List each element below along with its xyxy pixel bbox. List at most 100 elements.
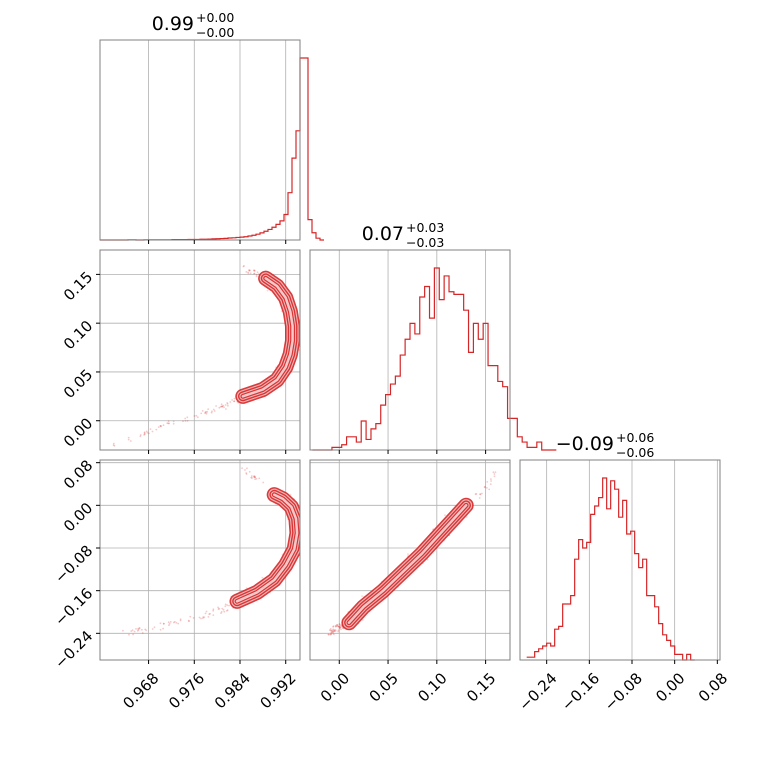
pair-2-point [426, 558, 429, 561]
pair-0-point [167, 420, 170, 423]
pair-2-point [333, 628, 336, 631]
pair-0-point [242, 265, 245, 268]
pair-2-point [340, 628, 342, 631]
pair-1-point [204, 612, 207, 615]
pair-1-point [301, 541, 303, 543]
pair-2-point [336, 624, 338, 626]
pair-2-point [481, 492, 483, 495]
pair-1-point [226, 604, 229, 606]
hist-1-title-minus: −0.03 [406, 235, 444, 250]
hist-0-title: 0.99 +0.00−0.00 [152, 10, 235, 40]
pair-0-point [162, 424, 165, 427]
pair-1-point [205, 610, 208, 613]
pair-2-point [330, 633, 333, 635]
pair-0-point [221, 405, 224, 408]
pair-1-point [228, 604, 230, 607]
pair-2-point [329, 629, 332, 632]
pair-1-point [172, 621, 175, 624]
pair-0-point [243, 265, 245, 267]
pair-1-point [220, 611, 223, 613]
xtick-label-0-3: 0.992 [257, 669, 300, 712]
pair-0-point [201, 410, 204, 412]
xtick-label-1-0: 0.00 [317, 669, 353, 705]
pair-2-frame [309, 459, 511, 661]
pair-1-point [261, 576, 264, 579]
pair-2-point [465, 516, 468, 518]
pair-0-point [204, 412, 207, 415]
pair-0-frame [99, 249, 301, 451]
pair-2-point [337, 630, 339, 633]
pair-1-scatter [122, 467, 303, 636]
pair-0-point [184, 420, 187, 422]
pair-1-ytick-label-1: −0.16 [51, 584, 96, 629]
pair-0-point [213, 410, 216, 412]
pair-1-point [258, 477, 261, 480]
pair-1-point [168, 624, 170, 627]
pair-0-point [227, 404, 229, 407]
pair-2-point [330, 631, 333, 634]
pair-1-point [153, 626, 156, 629]
pair-0-point [253, 269, 256, 272]
pair-1-point [162, 622, 165, 625]
pair-1-contour-2-fill [235, 493, 299, 603]
hist-1-frame [309, 249, 511, 451]
pair-0-point [247, 271, 249, 274]
pair-0-point [248, 269, 250, 272]
pair-1-point [254, 478, 256, 480]
pair-1-frame [99, 459, 301, 661]
pair-1-point [301, 531, 303, 533]
pair-0-point [220, 403, 223, 406]
hist-0 [100, 57, 324, 241]
pair-0-point [223, 406, 225, 409]
pair-1-point [137, 628, 140, 631]
pair-0-point [200, 412, 203, 415]
pair-2-point [332, 630, 335, 633]
pair-2-point [331, 629, 334, 632]
xtick-label-1-1: 0.05 [366, 669, 402, 705]
pair-0-point [233, 400, 235, 403]
pair-1-point [250, 475, 253, 477]
pair-2-point [407, 553, 409, 555]
pair-2-point [337, 625, 340, 628]
pair-1-point [253, 476, 256, 478]
pair-2-point [332, 632, 335, 634]
hist-0-title-plus: +0.00 [196, 10, 234, 25]
pair-1-point [189, 615, 192, 618]
pair-2-point [493, 475, 496, 478]
pair-1-point [144, 628, 147, 631]
pair-1-point [207, 616, 210, 618]
pair-2-point [329, 628, 332, 630]
pair-0-point [210, 411, 213, 414]
pair-0-point [166, 422, 169, 424]
pair-0-point [229, 401, 232, 403]
pair-1-point [141, 632, 144, 634]
pair-1-point [131, 629, 134, 631]
xtick-label-0-2: 0.984 [211, 669, 254, 712]
pair-0-ytick-label-2: 0.10 [60, 317, 96, 353]
pair-1-point [137, 627, 140, 630]
hist-0-title-value: 0.99 [152, 13, 194, 35]
pair-1-point [135, 628, 137, 630]
pair-2-point [493, 473, 496, 475]
pair-1-ytick-label-3: 0.00 [60, 499, 96, 535]
pair-1-point [254, 476, 257, 478]
pair-0-point [196, 416, 199, 419]
pair-2-point [329, 633, 332, 636]
pair-2-point [479, 493, 482, 496]
hist-2-steps [526, 477, 695, 661]
pair-2-point [479, 493, 482, 495]
pair-0-point [155, 428, 158, 431]
pair-2-point [478, 497, 481, 499]
pair-1-point [220, 612, 222, 614]
pair-0-point [219, 406, 222, 408]
hist-2-title-minus: −0.06 [616, 445, 654, 460]
xtick-label-0-1: 0.976 [165, 669, 208, 712]
xtick-label-1-2: 0.10 [414, 669, 450, 705]
pair-0-point [127, 436, 130, 439]
pair-2-point [327, 633, 330, 636]
pair-0-point [256, 271, 259, 274]
pair-1-point [133, 630, 136, 633]
pair-1-point [218, 607, 221, 610]
pair-0-point [195, 414, 198, 417]
pair-0-point [212, 408, 215, 411]
